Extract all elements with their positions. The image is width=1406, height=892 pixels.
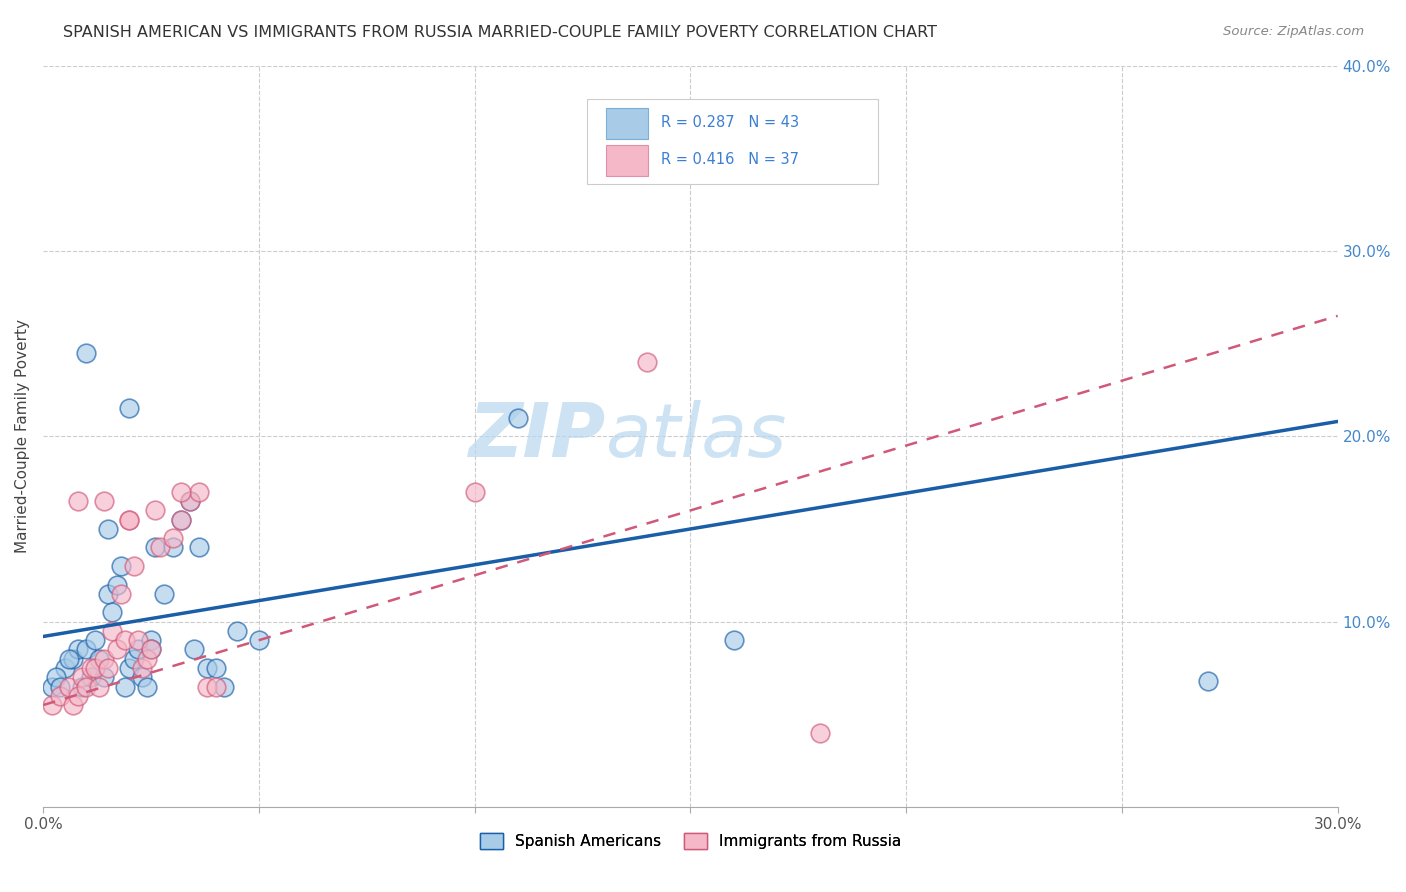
Point <box>636 355 658 369</box>
Point <box>226 624 249 638</box>
Point <box>149 541 172 555</box>
Point <box>62 698 84 712</box>
Point <box>97 522 120 536</box>
Point <box>45 670 67 684</box>
Point <box>101 606 124 620</box>
Point <box>118 513 141 527</box>
Point <box>41 680 63 694</box>
Point <box>131 670 153 684</box>
Point <box>118 401 141 416</box>
Text: Source: ZipAtlas.com: Source: ZipAtlas.com <box>1223 25 1364 38</box>
Point <box>105 577 128 591</box>
Point <box>139 633 162 648</box>
Point <box>79 661 101 675</box>
Point <box>93 494 115 508</box>
Point <box>506 410 529 425</box>
Point <box>187 541 209 555</box>
Point <box>58 651 80 665</box>
Point <box>127 642 149 657</box>
Point <box>75 346 97 360</box>
Point <box>127 633 149 648</box>
Point <box>135 651 157 665</box>
Point <box>162 541 184 555</box>
Point <box>110 587 132 601</box>
Point <box>66 494 89 508</box>
Point <box>145 541 167 555</box>
Legend: Spanish Americans, Immigrants from Russia: Spanish Americans, Immigrants from Russi… <box>474 827 907 855</box>
Point <box>214 680 236 694</box>
Text: SPANISH AMERICAN VS IMMIGRANTS FROM RUSSIA MARRIED-COUPLE FAMILY POVERTY CORRELA: SPANISH AMERICAN VS IMMIGRANTS FROM RUSS… <box>63 25 938 40</box>
Point <box>114 680 136 694</box>
Point <box>118 661 141 675</box>
Point <box>101 624 124 638</box>
Point <box>139 642 162 657</box>
Point <box>247 633 270 648</box>
Point <box>808 726 831 740</box>
Point <box>204 661 226 675</box>
Point <box>70 670 93 684</box>
FancyBboxPatch shape <box>606 145 648 176</box>
Point <box>195 661 218 675</box>
Point <box>62 651 84 665</box>
Point <box>183 642 205 657</box>
Point <box>139 642 162 657</box>
FancyBboxPatch shape <box>606 108 648 139</box>
Point <box>170 513 193 527</box>
Point <box>66 642 89 657</box>
Point <box>84 661 107 675</box>
Point <box>204 680 226 694</box>
Point <box>84 633 107 648</box>
Point <box>93 651 115 665</box>
Point <box>153 587 176 601</box>
Text: ZIP: ZIP <box>470 400 606 473</box>
FancyBboxPatch shape <box>586 99 879 185</box>
Point <box>66 689 89 703</box>
Point <box>49 689 72 703</box>
Point <box>170 513 193 527</box>
Point <box>41 698 63 712</box>
Y-axis label: Married-Couple Family Poverty: Married-Couple Family Poverty <box>15 319 30 553</box>
Point <box>145 503 167 517</box>
Point <box>464 484 486 499</box>
Point <box>122 651 145 665</box>
Point <box>79 670 101 684</box>
Point <box>97 587 120 601</box>
Point <box>75 680 97 694</box>
Text: R = 0.416   N = 37: R = 0.416 N = 37 <box>661 152 799 167</box>
Point <box>75 642 97 657</box>
Point <box>187 484 209 499</box>
Point <box>49 680 72 694</box>
Point <box>162 531 184 545</box>
Point <box>170 484 193 499</box>
Point <box>195 680 218 694</box>
Point <box>131 661 153 675</box>
Point <box>122 559 145 574</box>
Point <box>89 651 111 665</box>
Point <box>58 680 80 694</box>
Point <box>179 494 201 508</box>
Point <box>1197 673 1219 688</box>
Point <box>179 494 201 508</box>
Point <box>105 642 128 657</box>
Text: R = 0.287   N = 43: R = 0.287 N = 43 <box>661 115 799 129</box>
Point <box>53 661 76 675</box>
Point <box>97 661 120 675</box>
Point <box>89 680 111 694</box>
Point <box>118 513 141 527</box>
Point <box>135 680 157 694</box>
Point <box>114 633 136 648</box>
Point <box>70 680 93 694</box>
Point <box>723 633 745 648</box>
Text: atlas: atlas <box>606 401 787 472</box>
Point <box>93 670 115 684</box>
Point <box>110 559 132 574</box>
